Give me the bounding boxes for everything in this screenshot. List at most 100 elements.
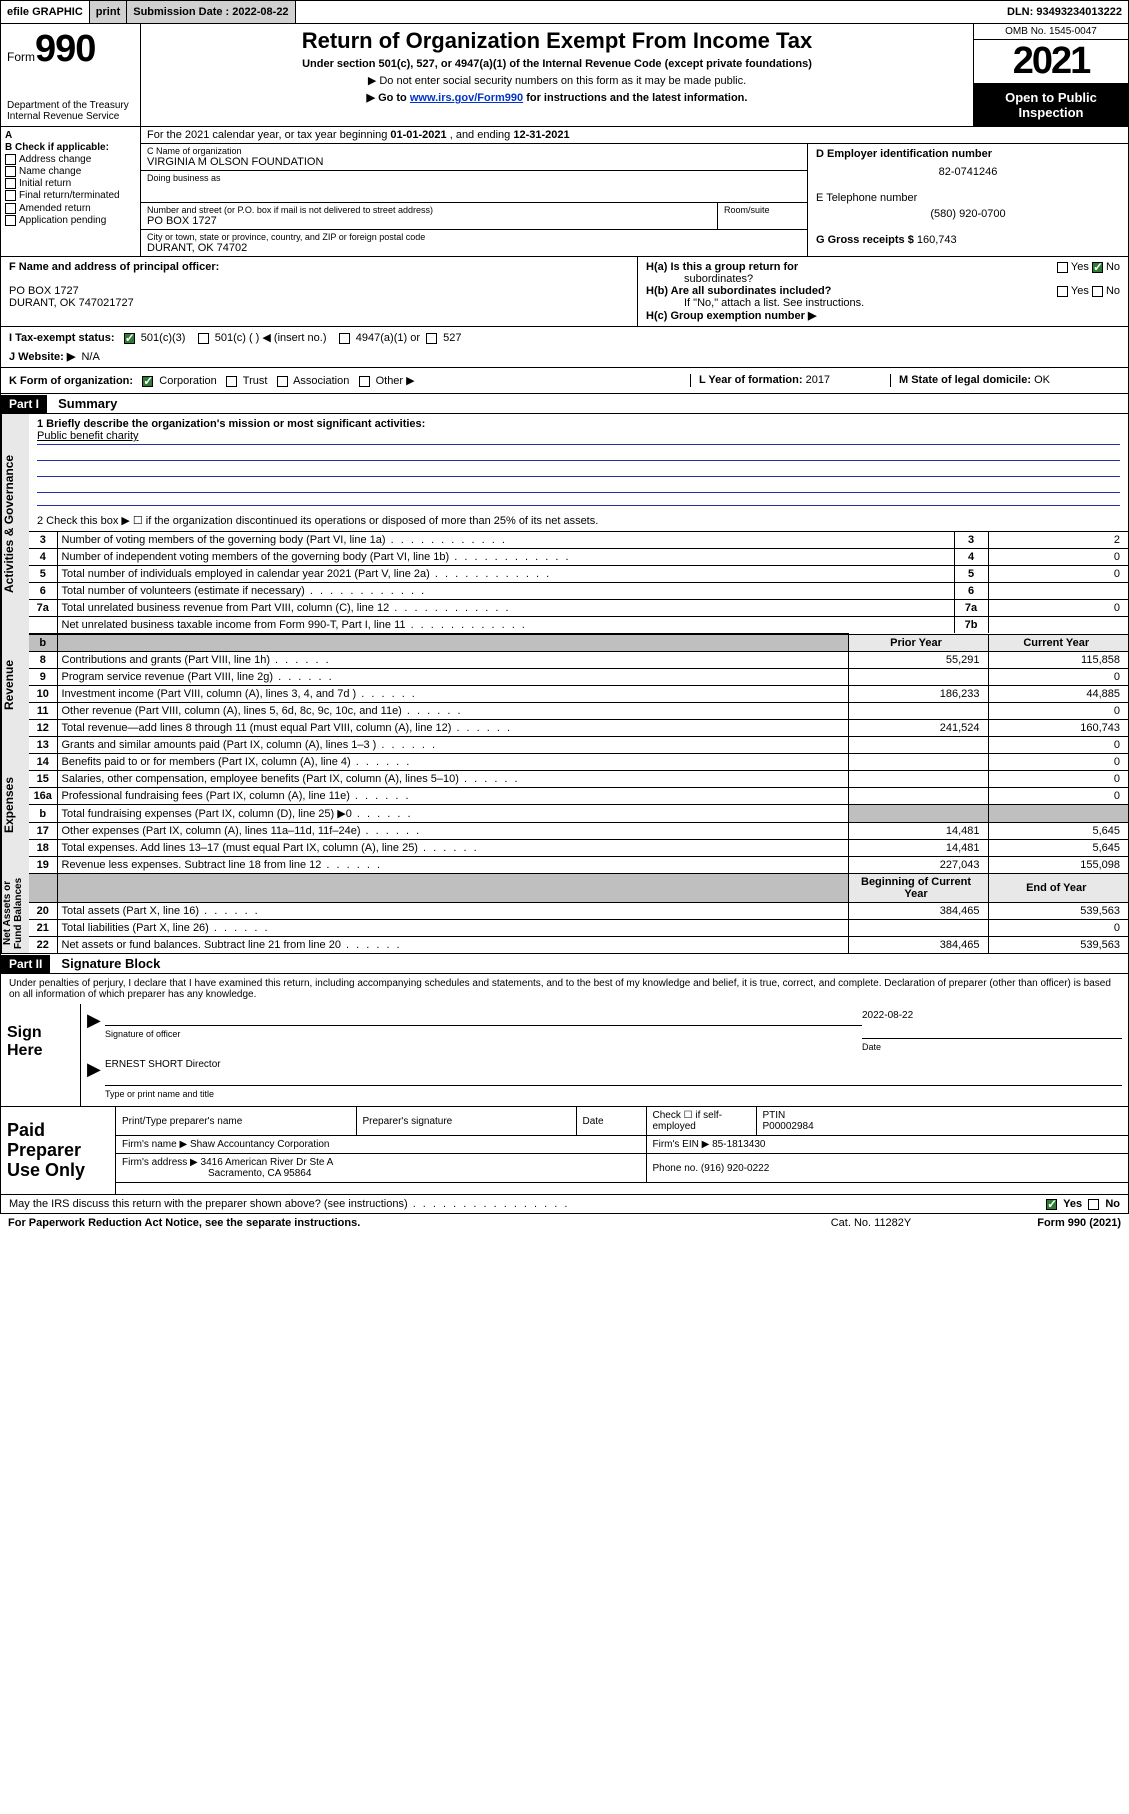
phone-label: E Telephone number (816, 192, 1120, 204)
subtitle3: ▶ Go to www.irs.gov/Form990 for instruct… (151, 91, 963, 104)
checkbox-name-change[interactable]: Name change (5, 166, 136, 177)
officer-name-title: ERNEST SHORT Director (105, 1059, 1122, 1070)
form-header: Form 990 Department of the Treasury Inte… (0, 24, 1129, 127)
arrow-icon: ▶ (87, 1059, 105, 1100)
firm-name: Shaw Accountancy Corporation (190, 1139, 330, 1150)
tax-year: 2021 (974, 40, 1128, 84)
instructions-link[interactable]: www.irs.gov/Form990 (410, 92, 523, 104)
table-row: 10Investment income (Part VIII, column (… (29, 686, 1128, 703)
street-value: PO BOX 1727 (147, 215, 711, 227)
prep-name-hdr: Print/Type preparer's name (116, 1107, 356, 1136)
table-row: 15Salaries, other compensation, employee… (29, 771, 1128, 788)
checkbox-initial-return[interactable]: Initial return (5, 178, 136, 189)
netassets-table: Beginning of Current YearEnd of Year 20T… (29, 873, 1128, 953)
table-row: 11Other revenue (Part VIII, column (A), … (29, 703, 1128, 720)
top-bar: efile GRAPHIC print Submission Date : 20… (0, 0, 1129, 24)
print-button[interactable]: print (90, 1, 127, 23)
table-row: 7aTotal unrelated business revenue from … (29, 600, 1128, 617)
name-label: C Name of organization (147, 146, 801, 156)
side-governance: Activities & Governance (1, 414, 29, 633)
gross-receipts: G Gross receipts $ 160,743 (816, 234, 1120, 246)
sig-date: 2022-08-22 (862, 1010, 1122, 1021)
dept-label: Department of the Treasury Internal Reve… (7, 100, 134, 122)
table-row: 17Other expenses (Part IX, column (A), l… (29, 823, 1128, 840)
date-label: Date (862, 1042, 881, 1052)
mission-text: Public benefit charity (37, 430, 139, 442)
table-row: 18Total expenses. Add lines 13–17 (must … (29, 840, 1128, 857)
table-row: 22Net assets or fund balances. Subtract … (29, 937, 1128, 954)
room-label: Room/suite (717, 203, 807, 229)
part1-title: Summary (50, 394, 125, 413)
checkbox-amended-return[interactable]: Amended return (5, 203, 136, 214)
table-row: 6Total number of volunteers (estimate if… (29, 583, 1128, 600)
row-klm: K Form of organization: Corporation Trus… (0, 368, 1129, 394)
table-row: 3Number of voting members of the governi… (29, 532, 1128, 549)
org-name: VIRGINIA M OLSON FOUNDATION (147, 156, 801, 168)
table-row: 16aProfessional fundraising fees (Part I… (29, 788, 1128, 805)
firm-ein: 85-1813430 (712, 1139, 765, 1150)
form-title: Return of Organization Exempt From Incom… (151, 28, 963, 54)
penalty-text: Under penalties of perjury, I declare th… (0, 974, 1129, 1004)
table-row: 4Number of independent voting members of… (29, 549, 1128, 566)
part-2: Part II Signature Block (0, 954, 1129, 974)
principal-officer-label: F Name and address of principal officer: (9, 261, 219, 273)
officer-addr2: DURANT, OK 747021727 (9, 297, 134, 309)
city-value: DURANT, OK 74702 (147, 242, 801, 254)
row-j: J Website: ▶ N/A (9, 350, 1120, 363)
omb-number: OMB No. 1545-0047 (974, 24, 1128, 40)
prep-date-hdr: Date (576, 1107, 646, 1136)
checkbox-address-change[interactable]: Address change (5, 154, 136, 165)
part-1: Part I Summary Activities & Governance 1… (0, 394, 1129, 954)
firm-addr2: Sacramento, CA 95864 (208, 1168, 311, 1179)
table-row: Net unrelated business taxable income fr… (29, 617, 1128, 634)
ein-label: D Employer identification number (816, 148, 1120, 160)
check-self-employed: Check ☐ if self-employed (646, 1107, 756, 1136)
discuss-row: May the IRS discuss this return with the… (0, 1195, 1129, 1214)
subtitle1: Under section 501(c), 527, or 4947(a)(1)… (151, 58, 963, 70)
prep-sig-hdr: Preparer's signature (356, 1107, 576, 1136)
table-row: 8Contributions and grants (Part VIII, li… (29, 652, 1128, 669)
submission-label: Submission Date : (133, 6, 229, 18)
table-row: 19Revenue less expenses. Subtract line 1… (29, 857, 1128, 874)
paid-preparer-block: Paid Preparer Use Only Print/Type prepar… (0, 1107, 1129, 1195)
side-expenses: Expenses (1, 736, 29, 873)
checkbox-application-pending[interactable]: Application pending (5, 215, 136, 226)
dba-label: Doing business as (147, 173, 801, 183)
table-row: 9Program service revenue (Part VIII, lin… (29, 669, 1128, 686)
table-row: 14Benefits paid to or for members (Part … (29, 754, 1128, 771)
sig-officer-label: Signature of officer (105, 1029, 180, 1039)
part1-bar: Part I (1, 395, 47, 413)
table-row: 20Total assets (Part X, line 16)384,4655… (29, 903, 1128, 920)
footer-row: For Paperwork Reduction Act Notice, see … (0, 1214, 1129, 1232)
table-row: 13Grants and similar amounts paid (Part … (29, 737, 1128, 754)
ha-row: H(a) Is this a group return for Yes No s… (646, 261, 1120, 285)
part2-bar: Part II (1, 955, 50, 973)
expenses-table: 13Grants and similar amounts paid (Part … (29, 736, 1128, 873)
street-label: Number and street (or P.O. box if mail i… (147, 205, 711, 215)
row-a-tax-year: For the 2021 calendar year, or tax year … (141, 127, 1128, 144)
mission-label: 1 Briefly describe the organization's mi… (37, 418, 425, 430)
table-row: bTotal fundraising expenses (Part IX, co… (29, 805, 1128, 823)
col-b-checkboxes: A B Check if applicable: Address changeN… (1, 127, 141, 256)
officer-addr1: PO BOX 1727 (9, 285, 79, 297)
side-revenue: Revenue (1, 633, 29, 736)
subtitle2: ▶ Do not enter social security numbers o… (151, 74, 963, 87)
side-netassets: Net Assets or Fund Balances (1, 873, 29, 953)
checkbox-final-return-terminated[interactable]: Final return/terminated (5, 190, 136, 201)
city-label: City or town, state or province, country… (147, 232, 801, 242)
row-i: I Tax-exempt status: 501(c)(3) 501(c) ( … (9, 331, 1120, 344)
revenue-table: bPrior YearCurrent Year 8Contributions a… (29, 633, 1128, 736)
prep-phone: (916) 920-0222 (701, 1163, 769, 1174)
table-row: 21Total liabilities (Part X, line 26)0 (29, 920, 1128, 937)
arrow-icon: ▶ (87, 1010, 105, 1053)
governance-table: 3Number of voting members of the governi… (29, 531, 1128, 633)
phone-value: (580) 920-0700 (816, 208, 1120, 220)
type-name-label: Type or print name and title (105, 1089, 214, 1099)
dln-cell: DLN: 93493234013222 (296, 1, 1128, 23)
part2-title: Signature Block (53, 954, 168, 973)
table-row: 5Total number of individuals employed in… (29, 566, 1128, 583)
line-2: 2 Check this box ▶ ☐ if the organization… (29, 510, 1128, 531)
efile-label: efile GRAPHIC (1, 1, 90, 23)
table-row: 12Total revenue—add lines 8 through 11 (… (29, 720, 1128, 737)
open-public-badge: Open to Public Inspection (974, 84, 1128, 126)
